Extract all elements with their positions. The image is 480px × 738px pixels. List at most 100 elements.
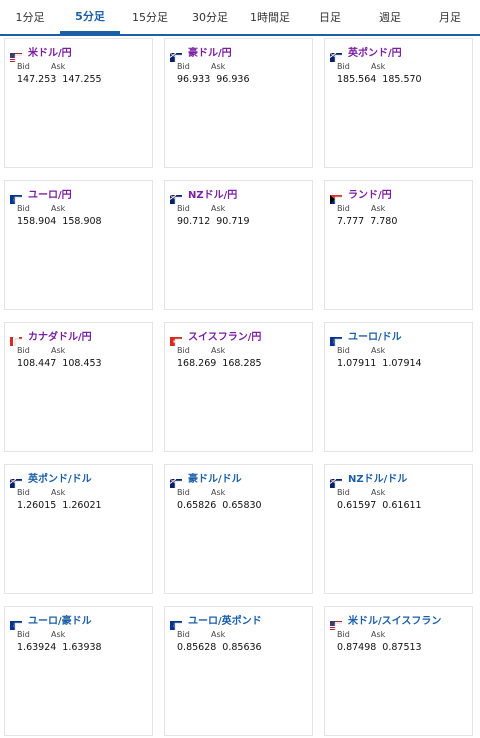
pair-name[interactable]: 米ドル/円 (28, 47, 72, 59)
candlestick-chart[interactable] (169, 659, 310, 733)
plot-frame (174, 54, 286, 111)
pair-name[interactable]: NZドル/ドル (348, 473, 408, 485)
bid-ask-values: 0.65826 0.65830 (177, 500, 268, 511)
rate-card[interactable]: 168.4168.313:1014:1015:10スイスフラン/円BidAsk1… (164, 322, 313, 452)
rate-card[interactable]: 7.787.7757.7713:1014:1015:10ランド/円BidAsk7… (324, 180, 473, 310)
tab-1hour[interactable]: 1時間足 (250, 11, 290, 24)
rate-card[interactable]: 185.8185.7185.613:1014:1015:10英ポンド/円BidA… (324, 38, 473, 168)
bid-ask-values: 1.63924 1.63938 (17, 642, 108, 653)
candlestick-chart[interactable] (169, 517, 310, 591)
candlestick-chart[interactable] (329, 233, 470, 307)
bid-ask-labels: Bid Ask (17, 204, 85, 213)
candlestick-chart[interactable] (329, 517, 470, 591)
bid-label: Bid (17, 630, 30, 639)
rate-card[interactable]: 90.990.890.713:1014:1015:10NZドル/円BidAsk9… (164, 180, 313, 310)
pair-name[interactable]: NZドル/円 (188, 189, 238, 201)
tab-5min[interactable]: 5分足 (60, 0, 120, 34)
pair-name[interactable]: 英ポンド/ドル (28, 473, 92, 485)
plot-frame (14, 622, 126, 679)
bid-value: 0.61597 (337, 500, 377, 511)
bid-label: Bid (177, 204, 190, 213)
bid-ask-labels: Bid Ask (17, 346, 85, 355)
bid-ask-labels: Bid Ask (177, 488, 245, 497)
ask-label: Ask (211, 630, 226, 639)
card-header: 1.2611.260513:1014:1015:10英ポンド/ドル (9, 471, 146, 548)
candlestick-chart[interactable] (329, 375, 470, 449)
ask-value: 0.61611 (382, 500, 422, 511)
candlestick-chart[interactable] (9, 91, 150, 165)
candlestick-chart[interactable] (9, 375, 150, 449)
ask-label: Ask (371, 62, 386, 71)
pair-name[interactable]: ユーロ/豪ドル (28, 615, 92, 627)
candlestick-chart[interactable] (169, 375, 310, 449)
ask-value: 7.780 (370, 216, 398, 227)
timeframe-tabs: 1分足 5分足 15分足 30分足 1時間足 日足 週足 月足 (0, 0, 480, 36)
bid-value: 1.26015 (17, 500, 57, 511)
ask-label: Ask (371, 346, 386, 355)
pair-name[interactable]: 米ドル/スイスフラン (348, 615, 442, 627)
ask-label: Ask (51, 630, 66, 639)
pair-name[interactable]: カナダドル/円 (28, 331, 92, 343)
eu-us-flag-icon: 1.081.079513:1014:1015:10 (330, 331, 466, 406)
pair-name[interactable]: 豪ドル/ドル (188, 473, 242, 485)
candlestick-chart[interactable] (9, 659, 150, 733)
ask-value: 96.936 (216, 74, 250, 85)
candlestick-chart[interactable] (169, 91, 310, 165)
pair-name[interactable]: ランド/円 (348, 189, 392, 201)
bid-value: 147.253 (17, 74, 57, 85)
rate-card[interactable]: 0.87520.8750.87480.874613:1014:1015:10米ド… (324, 606, 473, 736)
bid-ask-labels: Bid Ask (17, 62, 85, 71)
tab-1min[interactable]: 1分足 (15, 11, 45, 24)
pair-name[interactable]: ユーロ/英ポンド (188, 615, 262, 627)
bid-ask-labels: Bid Ask (177, 204, 245, 213)
rate-card[interactable]: 97.19796.913:1014:1015:10豪ドル/円BidAsk96.9… (164, 38, 313, 168)
tab-daily[interactable]: 日足 (319, 11, 341, 24)
bid-ask-values: 185.564 185.570 (337, 74, 428, 85)
bid-ask-labels: Bid Ask (337, 630, 405, 639)
rate-card[interactable]: 108.55108.5108.4513:1014:1015:10カナダドル/円B… (4, 322, 153, 452)
plot-frame (14, 196, 126, 253)
bid-label: Bid (337, 488, 350, 497)
card-header: 1.081.079513:1014:1015:10ユーロ/ドル (330, 329, 466, 406)
bid-ask-values: 147.253 147.255 (17, 74, 108, 85)
candlestick-chart[interactable] (9, 517, 150, 591)
card-header: 159158.913:1014:1015:10ユーロ/円 (10, 187, 143, 264)
rate-card[interactable]: 1.641.63813:1014:1015:10ユーロ/豪ドル Bid Ask 1.6… (4, 606, 153, 736)
ask-label: Ask (371, 630, 386, 639)
pair-name[interactable]: ユーロ/円 (28, 189, 72, 201)
rate-card[interactable]: 1.2611.260513:1014:1015:10英ポンド/ドルBidAsk1… (4, 464, 153, 594)
plot-frame (334, 622, 446, 679)
card-header: 0.87520.8750.87480.874613:1014:1015:10米ド… (330, 613, 466, 690)
rate-card[interactable]: 0.6170.61650.61613:1014:1015:10NZドル/ドルBi… (324, 464, 473, 594)
candlestick-chart[interactable] (329, 659, 470, 733)
bid-ask-values: 158.904 158.908 (17, 216, 108, 227)
candlestick-chart[interactable] (9, 233, 150, 307)
ask-label: Ask (211, 204, 226, 213)
bid-value: 168.269 (177, 358, 217, 369)
tab-weekly[interactable]: 週足 (379, 11, 401, 24)
tab-30min[interactable]: 30分足 (192, 11, 228, 24)
rate-card[interactable]: 0.6590.65813:1014:1015:10豪ドル/ドルBidAsk0.6… (164, 464, 313, 594)
ask-value: 1.26021 (62, 500, 102, 511)
rate-card[interactable]: 1.081.079513:1014:1015:10ユーロ/ドルBidAsk1.0… (324, 322, 473, 452)
pair-name[interactable]: スイスフラン/円 (188, 331, 262, 343)
rate-card[interactable]: 147.3147.25147.2147.1513:1014:1015:10米ドル… (4, 38, 153, 168)
ask-value: 1.63938 (62, 642, 102, 653)
bid-ask-labels: Bid Ask (337, 204, 405, 213)
pair-name[interactable]: 英ポンド/円 (348, 47, 402, 59)
bid-ask-labels: Bid Ask (177, 346, 245, 355)
rate-card[interactable]: 0.85640.856213:1014:1015:10ユーロ/英ポンドBidAs… (164, 606, 313, 736)
candlestick-chart[interactable] (169, 233, 310, 307)
card-header: 90.990.890.713:1014:1015:10NZドル/円 (169, 187, 300, 264)
pair-name[interactable]: ユーロ/ドル (348, 331, 402, 343)
gb-us-flag-icon: 1.2611.260513:1014:1015:10 (9, 473, 146, 548)
tab-monthly[interactable]: 月足 (439, 11, 461, 24)
card-header: 97.19796.913:1014:1015:10豪ドル/円 (169, 45, 300, 122)
ask-label: Ask (211, 488, 226, 497)
candlestick-chart[interactable] (329, 91, 470, 165)
eu-au-flag-icon: 1.641.63813:1014:1015:10 (10, 615, 143, 690)
tab-15min[interactable]: 15分足 (132, 11, 168, 24)
pair-name[interactable]: 豪ドル/円 (188, 47, 232, 59)
